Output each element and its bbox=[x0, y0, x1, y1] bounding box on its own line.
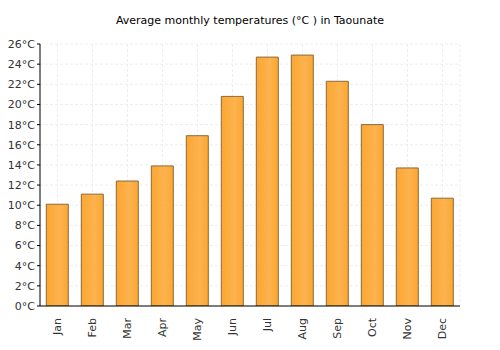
svg-text:4°C: 4°C bbox=[15, 260, 35, 273]
svg-text:Nov: Nov bbox=[401, 318, 414, 340]
svg-text:Apr: Apr bbox=[156, 318, 169, 338]
svg-text:0°C: 0°C bbox=[15, 300, 35, 313]
html-text:Average monthly temperatures (: Average monthly temperatures (°C ) in Ta… bbox=[115, 14, 385, 27]
svg-text:Feb: Feb bbox=[86, 318, 99, 337]
svg-text:6°C: 6°C bbox=[15, 239, 35, 252]
svg-text:2°C: 2°C bbox=[15, 280, 35, 293]
svg-text:Aug: Aug bbox=[296, 318, 309, 339]
svg-text:8°C: 8°C bbox=[15, 219, 35, 232]
svg-text:May: May bbox=[191, 318, 204, 341]
svg-text:Jul: Jul bbox=[261, 318, 274, 332]
svg-text:24°C: 24°C bbox=[8, 58, 35, 71]
svg-text:Dec: Dec bbox=[436, 318, 449, 339]
svg-text:14°C: 14°C bbox=[8, 159, 35, 172]
svg-text:10°C: 10°C bbox=[8, 199, 35, 212]
svg-text:Jun: Jun bbox=[226, 318, 239, 336]
svg-text:18°C: 18°C bbox=[8, 119, 35, 132]
svg-text:Jan: Jan bbox=[51, 318, 64, 336]
svg-text:Oct: Oct bbox=[366, 317, 379, 337]
svg-text:Sep: Sep bbox=[331, 318, 344, 339]
svg-text:Mar: Mar bbox=[121, 318, 134, 339]
svg-text:26°C: 26°C bbox=[8, 38, 35, 51]
svg-text:16°C: 16°C bbox=[8, 139, 35, 152]
svg-text:12°C: 12°C bbox=[8, 179, 35, 192]
svg-text:20°C: 20°C bbox=[8, 98, 35, 111]
svg-text:22°C: 22°C bbox=[8, 78, 35, 91]
